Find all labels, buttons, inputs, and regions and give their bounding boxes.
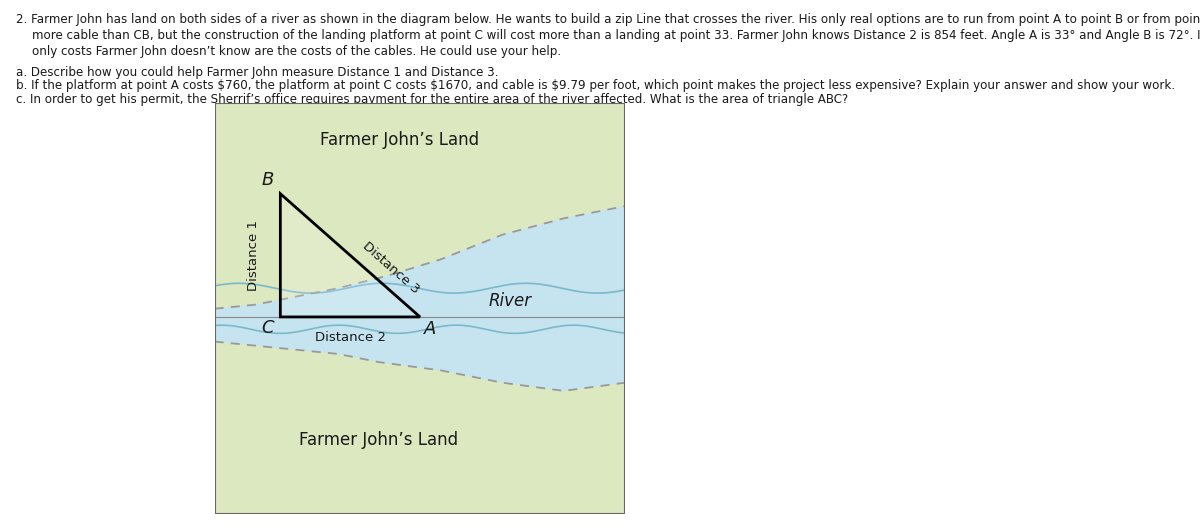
Text: more cable than CB, but the construction of the landing platform at point C will: more cable than CB, but the construction… bbox=[32, 29, 1200, 42]
Text: B: B bbox=[262, 171, 274, 189]
Polygon shape bbox=[215, 103, 625, 514]
Text: Distance 2: Distance 2 bbox=[314, 331, 385, 344]
Polygon shape bbox=[215, 103, 625, 308]
Polygon shape bbox=[281, 193, 420, 317]
Text: 2. Farmer John has land on both sides of a river as shown in the diagram below. : 2. Farmer John has land on both sides of… bbox=[16, 13, 1200, 26]
Polygon shape bbox=[215, 341, 625, 514]
Text: A: A bbox=[424, 320, 437, 338]
Text: Distance 1: Distance 1 bbox=[247, 220, 260, 291]
Text: b. If the platform at point A costs $760, the platform at point C costs $1670, a: b. If the platform at point A costs $760… bbox=[16, 80, 1175, 93]
Text: C: C bbox=[262, 319, 274, 337]
Text: c. In order to get his permit, the Sherrif’s office requires payment for the ent: c. In order to get his permit, the Sherr… bbox=[16, 93, 847, 106]
Text: Farmer John’s Land: Farmer John’s Land bbox=[320, 131, 479, 149]
Text: only costs Farmer John doesn’t know are the costs of the cables. He could use yo: only costs Farmer John doesn’t know are … bbox=[32, 45, 562, 58]
Text: Farmer John’s Land: Farmer John’s Land bbox=[299, 431, 458, 449]
Text: River: River bbox=[488, 292, 532, 310]
Text: a. Describe how you could help Farmer John measure Distance 1 and Distance 3.: a. Describe how you could help Farmer Jo… bbox=[16, 66, 498, 80]
Text: Distance 3: Distance 3 bbox=[360, 240, 422, 296]
